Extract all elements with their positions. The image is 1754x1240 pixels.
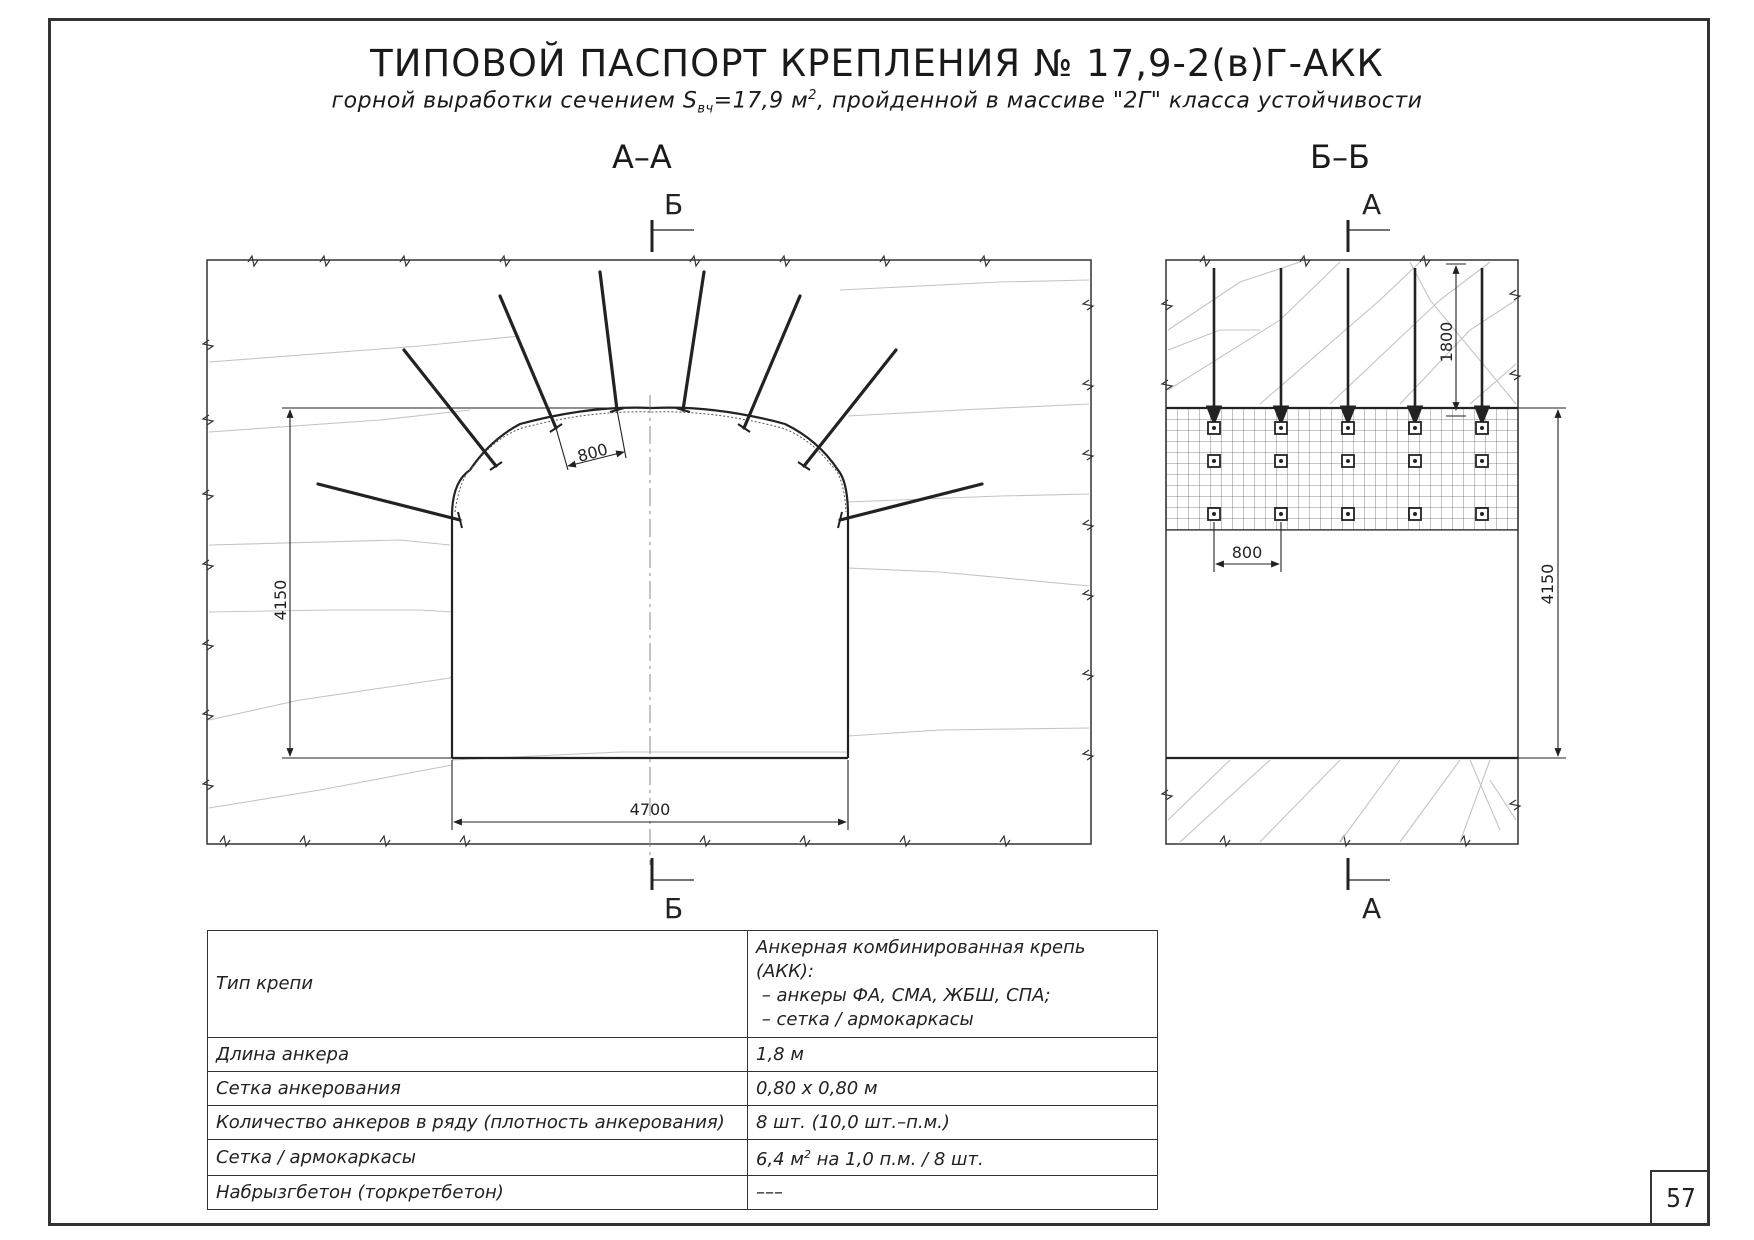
aa-anchor-7 [802,348,898,468]
bb-spacing-dimension [1213,522,1282,572]
bb-height-label: 4150 [1538,564,1557,605]
table-value: 0,80 х 0,80 м [747,1071,1158,1106]
aa-break-marks [201,254,1095,848]
subtitle-part2: =17,9 м [713,88,809,114]
bb-anchors [1205,268,1491,427]
table-value: 1,8 м [747,1037,1158,1072]
bb-cut-marks [1346,220,1390,890]
aa-anchor-3 [498,294,558,430]
aa-width-dimension [451,760,849,830]
mesh-value-sup: 2 [803,1148,811,1161]
table-param: Тип крепи [207,930,748,1038]
page-number: 57 [1650,1170,1710,1226]
table-row: Количество анкеров в ряду (плотность анк… [207,1105,1158,1140]
support-type-line-3: – сетка / армокаркасы [756,1009,974,1030]
aa-cut-bottom-label: Б [664,892,683,925]
bb-spacing-label: 800 [1232,543,1263,562]
aa-cut-marks [650,220,694,890]
aa-spacing-label: 800 [575,440,609,466]
table-row: Набрызгбетон (торкретбетон) ––– [207,1175,1158,1210]
table-value: ––– [747,1175,1158,1210]
aa-anchor-8 [838,482,984,522]
support-parameters-table: Тип крепи Анкерная комбинированная крепь… [207,930,1158,1210]
table-row: Сетка анкерования 0,80 х 0,80 м [207,1071,1158,1106]
aa-rock-strata [208,279,1090,809]
table-param: Сетка / армокаркасы [207,1139,748,1176]
aa-rock-boundary [206,259,1092,845]
bb-anchor-length-label: 1800 [1437,322,1456,363]
subtitle-sub: вч [697,101,714,117]
subtitle-sup: 2 [808,88,817,103]
table-param: Длина анкера [207,1037,748,1072]
drawing-labels: Б Б А А 4150 4700 800 1800 4150 800 [271,188,1557,925]
bb-rock-strata-bottom [1167,759,1517,843]
section-bb-label: Б–Б [1310,138,1370,176]
table-row: Тип крепи Анкерная комбинированная крепь… [207,930,1158,1038]
table-param: Набрызгбетон (торкретбетон) [207,1175,748,1210]
section-bb-drawing [1160,220,1566,890]
aa-anchor-1 [316,482,462,522]
aa-spacing-dimension [555,409,627,471]
aa-shotcrete-layer [454,411,847,513]
section-aa-label: А–А [612,138,672,176]
bb-break-marks [1160,254,1522,848]
bb-cut-bottom-label: А [1362,892,1381,925]
mesh-value-part1: 6,4 м [756,1149,804,1170]
aa-height-dimension [282,407,652,759]
table-row: Сетка / армокаркасы 6,4 м2 на 1,0 п.м. /… [207,1139,1158,1176]
bb-plate-centers [1212,426,1484,516]
support-type-line-1: Анкерная комбинированная крепь (АКК): [756,937,1086,982]
table-param: Сетка анкерования [207,1071,748,1106]
sheet-frame [48,18,1710,1226]
section-aa-drawing [201,220,1095,890]
page-subtitle: горной выработки сечением Sвч=17,9 м2, п… [0,88,1754,117]
page-title: ТИПОВОЙ ПАСПОРТ КРЕПЛЕНИЯ № 17,9-2(в)Г-А… [370,42,1384,85]
aa-anchors [316,270,984,522]
bb-cut-top-label: А [1362,188,1381,221]
bb-anchor-length-dimension [1446,263,1466,417]
bb-rock-strata-top [1167,261,1517,405]
table-value: Анкерная комбинированная крепь (АКК): – … [747,930,1158,1038]
mesh-value-part2: на 1,0 п.м. / 8 шт. [810,1149,984,1170]
table-value: 8 шт. (10,0 шт.–п.м.) [747,1105,1158,1140]
subtitle-part1: горной выработки сечением S [331,88,698,114]
aa-anchor-4 [598,270,619,412]
aa-height-label: 4150 [271,580,290,621]
bb-height-dimension [1518,407,1566,759]
support-type-line-2: – анкеры ФА, СМА, ЖБШ, СПА; [756,985,1051,1006]
table-row: Длина анкера 1,8 м [207,1037,1158,1072]
table-param: Количество анкеров в ряду (плотность анк… [207,1105,748,1140]
aa-anchor-6 [742,294,802,430]
aa-anchor-5 [681,270,706,412]
subtitle-part3: , пройденной в массиве "2Г" класса устой… [816,88,1423,114]
aa-cut-top-label: Б [664,188,683,221]
aa-width-label: 4700 [630,800,671,819]
bb-rock-boundary [1165,259,1519,845]
table-value: 6,4 м2 на 1,0 п.м. / 8 шт. [747,1139,1158,1176]
